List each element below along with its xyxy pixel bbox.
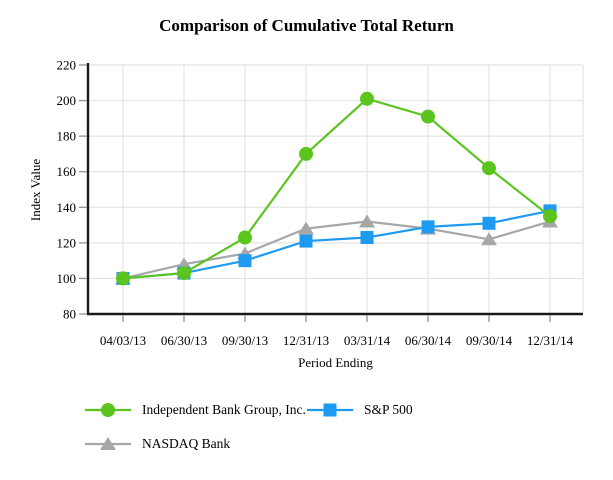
triangle-marker-swatch-icon xyxy=(85,437,131,450)
data-point-marker xyxy=(482,161,496,176)
data-point-marker xyxy=(359,214,375,228)
series-line xyxy=(122,209,551,280)
x-tick-label: 09/30/13 xyxy=(222,333,268,348)
y-tick-label: 120 xyxy=(57,235,77,250)
data-point-marker xyxy=(238,230,252,245)
data-point-marker xyxy=(421,109,435,124)
x-tick-label: 06/30/13 xyxy=(161,333,207,348)
data-point-marker xyxy=(543,209,557,224)
data-point-marker xyxy=(116,271,130,286)
y-tick-label: 180 xyxy=(57,129,77,144)
legend-label: S&P 500 xyxy=(364,402,413,417)
x-tick-label: 04/03/13 xyxy=(100,333,146,348)
legend-label: NASDAQ Bank xyxy=(142,436,231,451)
chart-title: Comparison of Cumulative Total Return xyxy=(159,16,454,35)
series-line xyxy=(122,220,551,280)
series-line xyxy=(122,97,551,280)
y-tick-label: 220 xyxy=(57,58,77,73)
data-point-marker xyxy=(238,254,252,268)
y-tick-label: 140 xyxy=(57,200,77,215)
x-tick-label: 12/31/14 xyxy=(527,333,574,348)
data-point-marker xyxy=(299,234,313,248)
x-tick-label: 03/31/14 xyxy=(344,333,391,348)
data-point-marker xyxy=(360,231,374,245)
x-tick-label: 09/30/14 xyxy=(466,333,513,348)
data-point-marker xyxy=(482,216,496,230)
y-tick-label: 200 xyxy=(57,93,77,108)
y-tick-label: 160 xyxy=(57,164,77,179)
data-point-marker xyxy=(421,220,435,234)
legend-label: Independent Bank Group, Inc. xyxy=(142,402,306,417)
data-point-marker xyxy=(298,221,314,235)
legend-item: Independent Bank Group, Inc. xyxy=(85,401,306,419)
data-point-marker xyxy=(360,91,374,106)
legend-item: S&P 500 xyxy=(307,401,413,419)
data-point-marker xyxy=(299,146,313,161)
data-point-marker xyxy=(481,232,497,246)
square-marker-swatch-icon xyxy=(307,403,353,417)
data-point-marker xyxy=(177,266,191,281)
y-tick-label: 100 xyxy=(57,271,77,286)
y-axis-title: Index Value xyxy=(28,158,43,222)
y-tick-label: 80 xyxy=(63,307,76,322)
legend-item: NASDAQ Bank xyxy=(85,435,230,453)
circle-marker-swatch-icon xyxy=(85,403,131,417)
x-tick-label: 06/30/14 xyxy=(405,333,452,348)
x-tick-label: 12/31/13 xyxy=(283,333,329,348)
x-axis-title: Period Ending xyxy=(298,355,373,370)
